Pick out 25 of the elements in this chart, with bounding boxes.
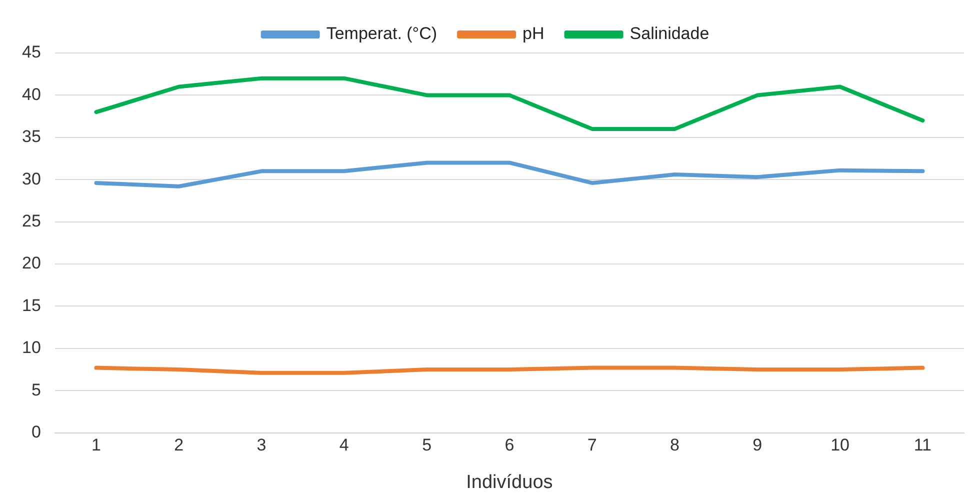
x-tick-label: 6: [504, 436, 514, 455]
x-tick-label: 4: [339, 436, 349, 455]
x-tick-label: 11: [914, 436, 932, 455]
y-tick-label: 25: [22, 211, 41, 230]
legend-label: pH: [522, 24, 544, 44]
y-tick-label: 5: [31, 380, 41, 400]
y-tick-label: 45: [22, 42, 41, 62]
x-tick-label: 5: [422, 436, 432, 455]
x-axis-title: Indivíduos: [466, 472, 553, 493]
x-tick-label: 1: [91, 436, 101, 455]
x-tick-label: 8: [670, 436, 680, 455]
y-tick-label: 30: [22, 169, 41, 188]
x-tick-label: 2: [174, 436, 184, 455]
x-tick-label: 3: [256, 436, 266, 455]
y-tick-label: 35: [22, 127, 41, 146]
y-tick-label: 10: [22, 338, 41, 358]
y-tick-label: 15: [22, 296, 41, 315]
x-tick-label: 10: [830, 436, 850, 455]
y-tick-label: 20: [22, 254, 41, 273]
legend-label: Temperat. (°C): [326, 24, 438, 44]
x-tick-label: 7: [587, 436, 597, 455]
y-tick-label: 0: [31, 422, 41, 442]
y-tick-label: 40: [22, 84, 41, 104]
x-tick-label: 9: [752, 436, 762, 455]
legend-label: Salinidade: [630, 24, 710, 44]
